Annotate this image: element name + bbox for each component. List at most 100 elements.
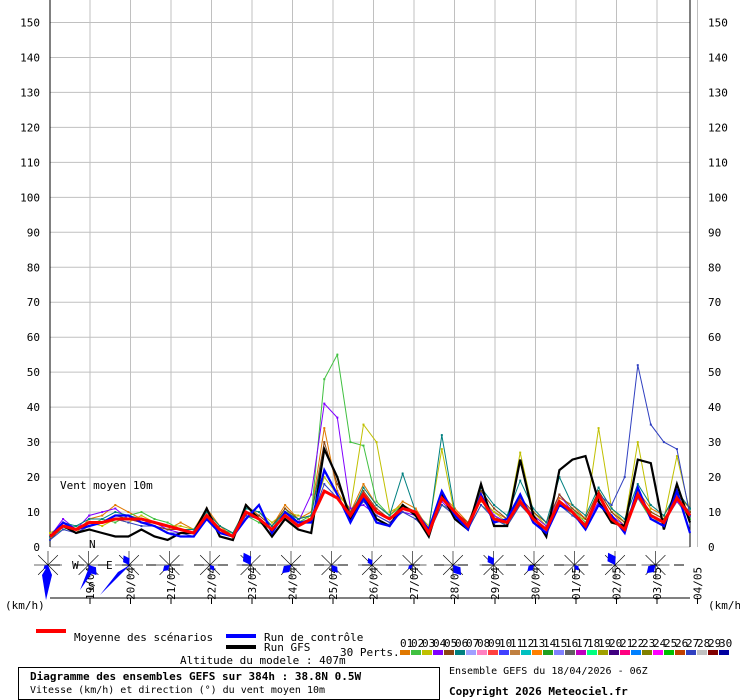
series-point (649, 507, 652, 510)
rose-spoke (128, 564, 140, 576)
pert-label: 23 (642, 637, 655, 650)
rose-petal (408, 565, 413, 570)
rose-spoke (371, 554, 383, 566)
compass-e: E (106, 559, 113, 572)
y-tick-right: 30 (708, 436, 721, 449)
pert-swatch (455, 650, 465, 655)
pert-swatch (521, 650, 531, 655)
x-date-label: 30/04 (530, 567, 543, 600)
series-point (362, 444, 365, 447)
series-point (649, 423, 652, 426)
rose-spoke (290, 564, 302, 576)
series-point (323, 402, 326, 405)
pert-label: 30 (719, 637, 732, 650)
y-tick-right: 100 (708, 191, 728, 204)
y-tick-right: 130 (708, 86, 728, 99)
series-point (610, 511, 613, 514)
rose-spoke (280, 554, 292, 566)
rose-spoke (564, 564, 575, 576)
series-point (375, 500, 378, 503)
series-point (584, 518, 587, 521)
series-point (414, 518, 417, 521)
series-point (662, 518, 665, 521)
series-point (297, 518, 300, 521)
series-point (571, 507, 574, 510)
rose-spoke (331, 554, 342, 566)
unit-left: (km/h) (5, 599, 45, 612)
series-point (689, 514, 691, 517)
pert-swatch (565, 650, 575, 655)
pert-label: 28 (697, 637, 710, 650)
series-point (519, 497, 522, 500)
y-tick-left: 60 (27, 331, 40, 344)
series-point (571, 504, 574, 507)
pert-swatch (554, 650, 564, 655)
rose-petal (574, 565, 579, 571)
rose-petal (487, 555, 495, 565)
pert-label: 14 (543, 637, 557, 650)
series-point (362, 500, 365, 503)
series-point (440, 504, 443, 507)
series-point (636, 483, 639, 486)
series-point (166, 521, 169, 524)
series-point (375, 504, 378, 507)
series-point (675, 455, 678, 458)
series-point (519, 451, 522, 454)
rose-petal (367, 558, 373, 565)
y-tick-left: 0 (33, 541, 40, 554)
pert-label: 15 (554, 637, 567, 650)
rose-spoke (574, 554, 585, 566)
series-point (610, 504, 613, 507)
pert-label: 11 (510, 637, 523, 650)
pert-swatch (510, 650, 520, 655)
series-point (493, 511, 496, 514)
altitude-label: Altitude du modele : 407m (180, 654, 346, 667)
rose-petal (242, 552, 252, 565)
pert-swatch (532, 650, 542, 655)
series-point (271, 525, 274, 528)
pert-swatch (664, 650, 674, 655)
series-point (662, 514, 665, 517)
series-point (349, 511, 352, 514)
legend-perts-label: 30 Perts. (340, 646, 400, 659)
series-point (336, 483, 339, 486)
y-tick-left: 120 (20, 121, 40, 134)
series-point (636, 441, 639, 444)
series-point (362, 483, 365, 486)
pert-swatch (642, 650, 652, 655)
y-tick-left: 20 (27, 471, 40, 484)
x-date-label: 02/05 (611, 567, 624, 600)
rose-petal (282, 565, 291, 574)
series-point (689, 511, 691, 514)
rose-spoke (493, 554, 504, 566)
series-point (244, 514, 247, 517)
x-date-label: 26/04 (368, 567, 381, 600)
pert-label: 22 (631, 637, 644, 650)
pert-swatch (675, 650, 685, 655)
pert-label: 09 (488, 637, 501, 650)
pert-swatch (620, 650, 630, 655)
rose-spoke (290, 554, 302, 566)
series-point (244, 507, 247, 510)
rose-spoke (645, 554, 656, 566)
series-point (257, 521, 260, 524)
rose-spoke (78, 554, 89, 566)
y-tick-right: 110 (708, 156, 728, 169)
y-tick-right: 80 (708, 261, 721, 274)
legend-control-label: Run de contrôle (264, 631, 363, 644)
series-point (336, 490, 339, 493)
pert-swatch (708, 650, 718, 655)
pert-swatch (499, 650, 509, 655)
x-date-label: 28/04 (449, 567, 462, 600)
series-point (323, 427, 326, 430)
y-tick-left: 130 (20, 86, 40, 99)
rose-spoke (523, 554, 535, 566)
pert-label: 16 (565, 637, 578, 650)
x-date-label: 29/04 (489, 567, 502, 600)
series-annotation: Vent moyen 10m (60, 479, 153, 492)
pert-label: 27 (686, 637, 699, 650)
series-point (284, 507, 287, 510)
series-point (571, 514, 574, 517)
series-point (675, 500, 678, 503)
